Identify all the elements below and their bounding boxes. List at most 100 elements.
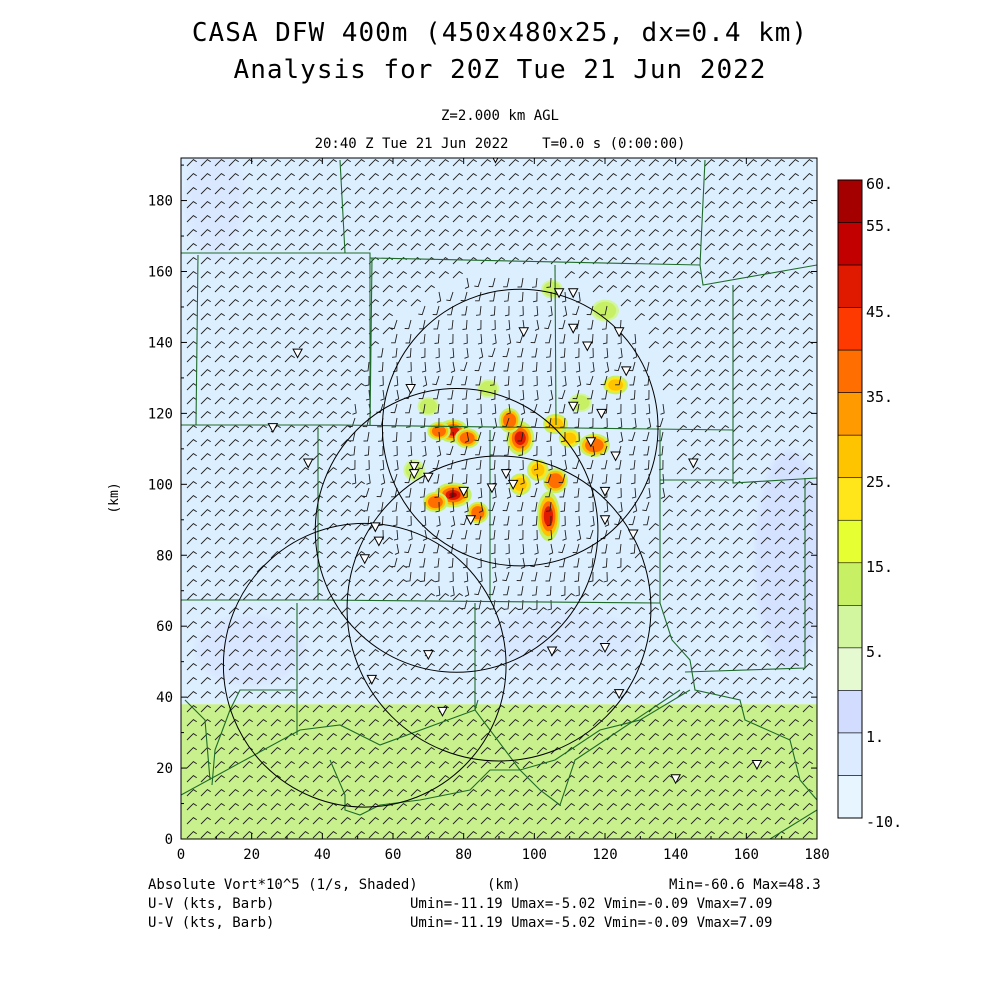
vorticity-contour — [431, 425, 446, 437]
vorticity-cell — [526, 459, 549, 482]
radar-range-ring — [222, 522, 507, 808]
station-marker — [546, 646, 558, 657]
x-tick-label: 100 — [522, 847, 547, 863]
colorbar-frame — [837, 179, 863, 819]
plot-area — [181, 158, 817, 839]
vorticity-contour — [548, 473, 563, 489]
colorbar-swatch — [837, 434, 863, 479]
station-marker — [302, 458, 314, 469]
station-marker — [518, 327, 530, 338]
colorbar-swatch — [837, 179, 863, 223]
vorticity-cell — [454, 428, 480, 449]
y-tick-label: 80 — [156, 548, 173, 564]
colorbar-label: 60. — [866, 175, 893, 193]
colorbar-label: -10. — [866, 813, 902, 831]
x-tick-label: 40 — [314, 847, 331, 863]
station-marker — [567, 288, 579, 299]
station-marker — [486, 483, 498, 494]
station-marker — [373, 536, 385, 547]
station-marker — [408, 469, 420, 480]
time-label: 20:40 Z Tue 21 Jun 2022 T=0.0 s (0:00:00… — [314, 136, 686, 152]
vorticity-contour — [543, 506, 554, 527]
y-tick-label: 20 — [156, 761, 173, 777]
y-tick-label: 180 — [148, 194, 173, 210]
y-tick-label: 0 — [165, 832, 173, 848]
shading-patch — [755, 450, 817, 670]
colorbar-label: 15. — [866, 558, 893, 576]
station-marker — [582, 341, 593, 352]
wind-stats-2: Umin=-11.19 Umax=-5.02 Vmin=-0.09 Vmax=7… — [410, 915, 773, 931]
vorticity-cell — [422, 491, 448, 513]
station-marker — [507, 479, 519, 490]
colorbar-swatch — [837, 264, 863, 308]
station-marker — [465, 515, 477, 526]
colorbar-swatch — [837, 519, 863, 564]
field-label: Absolute Vort*10^5 (1/s, Shaded) — [148, 877, 418, 893]
colorbar-label: 35. — [866, 388, 893, 406]
station-marker — [423, 472, 434, 483]
level-label: Z=2.000 km AGL — [440, 108, 559, 124]
colorbar-swatch — [837, 690, 863, 734]
radar-range-ring — [381, 288, 659, 567]
station-marker — [437, 706, 448, 717]
vorticity-contour — [531, 463, 545, 477]
station-marker — [553, 288, 565, 299]
chart-title: CASA DFW 400m (450x480x25, dx=0.4 km) — [191, 18, 809, 48]
shading-south — [181, 704, 817, 839]
station-marker — [599, 515, 611, 526]
y-tick-label: 40 — [156, 690, 173, 706]
x-tick-label: 80 — [455, 847, 472, 863]
station-marker — [458, 486, 469, 497]
y-tick-label: 160 — [148, 265, 173, 281]
station-marker — [423, 650, 434, 661]
colorbar-label: 55. — [866, 217, 893, 235]
colorbar-swatch — [837, 477, 863, 521]
barb-path — [186, 159, 813, 839]
station-marker — [359, 554, 371, 565]
colorbar-swatch — [837, 647, 863, 691]
county-boundaries — [181, 159, 817, 839]
vorticity-cell — [506, 421, 535, 456]
x-tick-label: 180 — [804, 847, 829, 863]
vorticity-contour — [593, 301, 617, 320]
vorticity-contour — [503, 412, 517, 428]
colorbar-swatch — [837, 605, 863, 649]
x-tick-label: 0 — [177, 847, 185, 863]
station-marker — [688, 458, 699, 469]
station-marker — [599, 642, 611, 654]
x-tick-label: 120 — [592, 847, 617, 863]
colorbar-swatch — [837, 222, 863, 266]
colorbar-label: 45. — [866, 303, 893, 321]
colorbar-swatch — [837, 775, 863, 819]
station-marker — [292, 348, 303, 359]
station-marker — [627, 529, 639, 540]
station-marker — [613, 689, 625, 700]
station-marker — [599, 486, 611, 497]
colorbar-label: 1. — [866, 728, 884, 746]
station-marker — [366, 674, 378, 685]
shading-north — [181, 158, 817, 705]
colorbar-swatch — [837, 562, 863, 606]
station-marker — [567, 401, 579, 412]
colorbar-label: 25. — [866, 473, 893, 491]
radar-range-ring — [314, 388, 599, 673]
x-tick-label: 140 — [663, 847, 688, 863]
station-marker — [620, 366, 632, 377]
vorticity-contour — [419, 398, 438, 414]
station-marker — [596, 408, 607, 419]
y-tick-label: 100 — [148, 477, 173, 493]
colorbar-swatch — [837, 392, 863, 436]
wind-label-2: U-V (kts, Barb) — [148, 915, 275, 931]
station-marker — [267, 423, 279, 434]
x-axis-label: (km) — [487, 877, 521, 893]
shading-patch — [480, 610, 640, 670]
wind-barbs — [186, 159, 813, 839]
station-marker — [751, 760, 763, 771]
x-tick-label: 60 — [385, 847, 402, 863]
x-tick-label: 160 — [734, 847, 759, 863]
station-marker — [370, 522, 381, 533]
x-tick-label: 20 — [243, 847, 260, 863]
station-marker — [567, 323, 579, 334]
station-marker — [405, 384, 416, 395]
